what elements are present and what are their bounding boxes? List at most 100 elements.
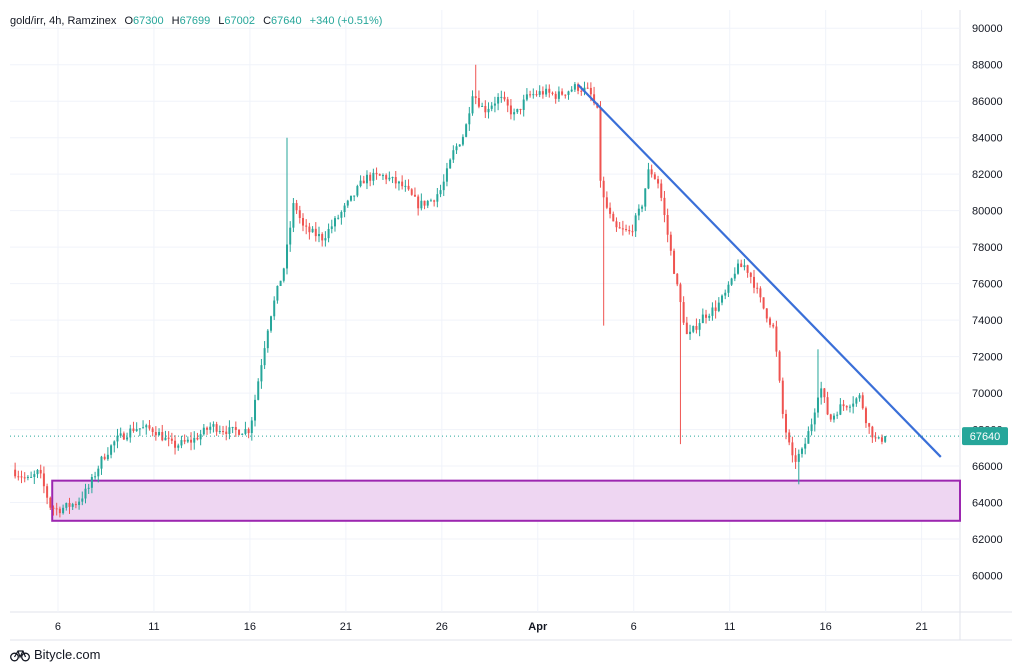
candle — [692, 325, 695, 334]
candle — [554, 91, 557, 104]
candle — [829, 413, 832, 422]
candle-body — [228, 427, 231, 434]
candle — [858, 393, 861, 402]
candle-body — [410, 189, 413, 195]
candle-body — [378, 174, 381, 176]
legend-close: 67640 — [271, 15, 302, 27]
candle-body — [78, 501, 81, 506]
candle-body — [759, 288, 762, 298]
candle — [749, 271, 752, 284]
support-zone-rect — [51, 479, 961, 522]
candle — [522, 94, 525, 117]
candle — [167, 431, 170, 447]
candle-body — [564, 94, 567, 96]
candle-body — [868, 423, 871, 427]
candle — [270, 315, 273, 333]
candle-body — [317, 234, 320, 237]
candle — [871, 425, 874, 443]
legend-symbol[interactable]: gold/irr, 4h, Ramzinex — [10, 15, 117, 27]
candle-body — [442, 181, 445, 191]
candle-body — [477, 98, 480, 107]
candle — [397, 180, 400, 191]
candle-body — [753, 276, 756, 288]
candle-body — [359, 180, 362, 187]
candle-body — [727, 284, 730, 293]
candle-body — [365, 174, 368, 184]
y-axis[interactable]: 6000062000640006600068000700007200074000… — [972, 23, 1003, 582]
candle-body — [625, 229, 628, 231]
y-tick-label: 70000 — [972, 388, 1003, 400]
candle-body — [599, 107, 602, 181]
candle-body — [429, 200, 432, 202]
candle — [126, 432, 129, 442]
candle-body — [679, 284, 682, 303]
candle — [401, 175, 404, 190]
legend-open-label: O — [124, 15, 134, 27]
candle — [570, 86, 573, 93]
candle — [129, 424, 132, 443]
x-tick-label: 16 — [244, 621, 256, 633]
candle-body — [593, 94, 596, 104]
candle-body — [545, 88, 548, 95]
candle-body — [839, 404, 842, 415]
x-axis[interactable]: 6 11 16 21 26 Apr 6 11 16 21 — [55, 621, 928, 633]
candle-body — [468, 113, 471, 125]
candle-body — [266, 330, 269, 349]
candle — [234, 421, 237, 437]
candle-body — [695, 326, 698, 330]
y-tick-label: 90000 — [972, 23, 1003, 35]
candle-body — [673, 250, 676, 274]
candle-body — [669, 234, 672, 251]
candle — [209, 422, 212, 434]
candle — [564, 94, 567, 99]
candle — [621, 220, 624, 236]
candle-body — [209, 426, 212, 430]
candle-body — [541, 91, 544, 95]
candle-body — [577, 84, 580, 91]
candle-body — [167, 437, 170, 439]
candle-body — [311, 228, 314, 233]
candle — [241, 433, 244, 435]
candle — [429, 198, 432, 202]
candle — [199, 429, 202, 446]
candle — [874, 432, 877, 442]
candle — [385, 173, 388, 185]
watermark-text: Bitycle.com — [34, 647, 101, 662]
candle-body — [525, 94, 528, 100]
candle — [880, 434, 883, 445]
trendline[interactable] — [577, 84, 942, 458]
candle — [525, 88, 528, 102]
candle — [190, 432, 193, 451]
candle — [567, 90, 570, 100]
candle-body — [845, 406, 848, 408]
candle-body — [138, 428, 141, 430]
candle-body — [279, 280, 282, 286]
y-tick-label: 76000 — [972, 279, 1003, 291]
candle-body — [353, 195, 356, 197]
candle — [599, 101, 602, 188]
candle-body — [186, 439, 189, 442]
candle-body — [397, 181, 400, 184]
candle-body — [714, 307, 717, 311]
candle — [836, 411, 839, 419]
candle — [804, 437, 807, 455]
candle-body — [506, 99, 509, 106]
candle — [135, 422, 138, 432]
candle — [717, 297, 720, 313]
candle-body — [436, 194, 439, 202]
candle-body — [122, 433, 125, 440]
candle — [273, 296, 276, 320]
candle — [362, 175, 365, 184]
candle — [653, 172, 656, 180]
candle-body — [129, 428, 132, 438]
candle-body — [20, 476, 23, 478]
candle-body — [119, 433, 122, 436]
candle — [142, 420, 145, 429]
candle — [353, 195, 356, 202]
candle — [314, 222, 317, 242]
candle-body — [698, 323, 701, 330]
candle-body — [634, 215, 637, 232]
candle — [753, 269, 756, 294]
candle — [110, 444, 113, 459]
